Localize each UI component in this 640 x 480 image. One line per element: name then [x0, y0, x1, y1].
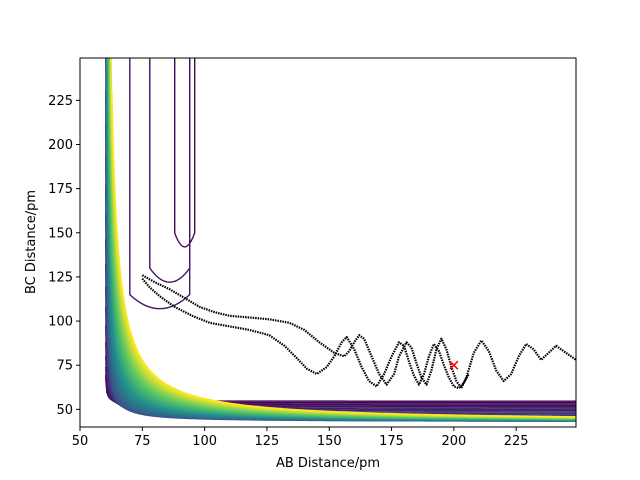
x-axis-label: AB Distance/pm	[276, 456, 380, 471]
trajectory	[141, 274, 576, 390]
x-tick-label: 100	[192, 434, 217, 449]
y-axis-ticks: 50 75 100 125 150 175 200 225	[48, 94, 80, 418]
saddle-marker	[449, 360, 459, 370]
x-tick-label: 125	[255, 434, 280, 449]
y-tick-label: 175	[48, 182, 73, 197]
y-tick-label: 100	[48, 315, 73, 330]
x-tick-label: 150	[317, 434, 342, 449]
contour-lines	[105, 58, 576, 422]
x-tick-label: 200	[441, 434, 466, 449]
y-tick-label: 75	[56, 359, 73, 374]
x-tick-label: 50	[72, 434, 89, 449]
marker-x-stroke	[449, 360, 459, 370]
y-tick-label: 225	[48, 94, 73, 109]
y-tick-label: 50	[56, 403, 73, 418]
y-tick-label: 125	[48, 270, 73, 285]
plot-frame	[79, 57, 577, 428]
x-axis-ticks: 50 75 100 125 150 175 200 225	[72, 427, 529, 449]
trajectory-path	[141, 277, 470, 390]
y-axis-label: BC Distance/pm	[24, 190, 39, 294]
contour-line	[174, 58, 196, 248]
y-tick-label: 200	[48, 138, 73, 153]
contour-line	[129, 58, 191, 310]
x-tick-label: 175	[379, 434, 404, 449]
contour-line	[111, 91, 576, 418]
x-tick-label: 75	[134, 434, 151, 449]
trajectory-path	[141, 274, 576, 390]
y-tick-label: 150	[48, 226, 73, 241]
x-tick-label: 225	[504, 434, 529, 449]
